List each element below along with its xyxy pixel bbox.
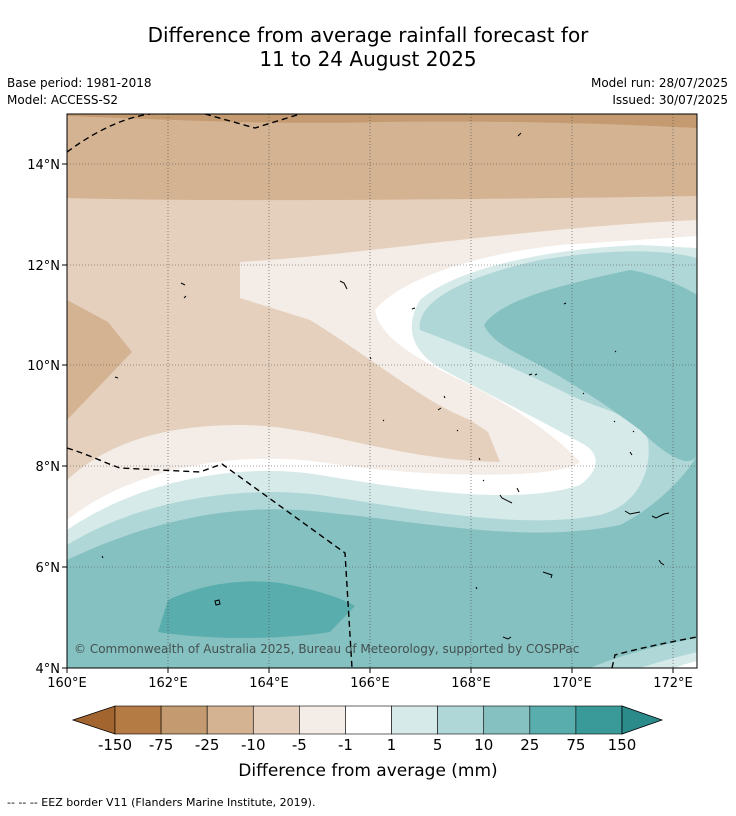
colorbar-segment [437,705,485,735]
colorbar-arrow-low [71,705,116,735]
model-name: Model: ACCESS-S2 [7,93,119,107]
title-line-1: Difference from average rainfall forecas… [147,23,589,47]
lat-label-4n: 4°N [36,662,61,677]
eez-legend-note: -- -- -- EEZ border V11 (Flanders Marine… [7,796,316,809]
colorbar-segment [575,705,623,735]
axis-ticks [62,163,674,673]
colorbar-tick-label: 25 [520,736,540,754]
lon-label-168e: 168°E [451,676,491,691]
issued-date: Issued: 30/07/2025 [612,93,728,107]
colorbar-segment [299,705,346,735]
colorbar-tick-label: 150 [607,736,637,754]
colorbar-segment [252,705,300,735]
lat-label-12n: 12°N [27,259,60,274]
lon-label-170e: 170°E [552,676,592,691]
colorbar-segment [391,705,438,735]
island-coastlines [101,132,670,640]
base-period: Base period: 1981-2018 [7,76,152,90]
colorbar-tick-label: 1 [386,736,397,754]
colorbar-tick-label: -5 [291,736,307,754]
copyright-notice: © Commonwealth of Australia 2025, Bureau… [74,642,579,656]
gridlines [67,114,697,668]
contour-fill [67,114,697,668]
lon-label-172e: 172°E [653,676,693,691]
rainfall-map: 14°N 12°N 10°N 8°N 6°N 4°N 160°E 162°E 1… [27,113,698,735]
colorbar-tick-label: -10 [241,736,266,754]
model-run: Model run: 28/07/2025 [590,76,728,90]
colorbar-tick-label: -75 [148,736,174,754]
colorbar-segment [160,705,208,735]
lat-label-10n: 10°N [27,359,60,374]
lon-label-160e: 160°E [47,676,87,691]
lon-label-162e: 162°E [148,676,188,691]
lat-label-6n: 6°N [36,561,61,576]
colorbar-segment [206,705,254,735]
lon-label-164e: 164°E [249,676,289,691]
colorbar-segment [345,705,392,735]
colorbar-tick-label: 5 [432,736,443,754]
title-line-2: 11 to 24 August 2025 [259,47,477,71]
colorbar-tick-label: -150 [97,736,133,754]
colorbar-tick-label: -1 [337,736,353,754]
eez-borders [67,114,697,668]
colorbar-arrow-high [621,705,664,735]
colorbar-tick-label: 75 [566,736,586,754]
colorbar-segment [529,705,577,735]
lat-label-14n: 14°N [27,158,60,173]
colorbar-segment [483,705,531,735]
colorbar-segment [114,705,162,735]
colorbar [71,705,664,735]
colorbar-title: Difference from average (mm) [238,761,498,781]
lon-label-166e: 166°E [350,676,390,691]
map-frame [66,113,698,669]
colorbar-tick-label: -25 [194,736,220,754]
lat-label-8n: 8°N [36,460,61,475]
colorbar-tick-label: 10 [474,736,494,754]
